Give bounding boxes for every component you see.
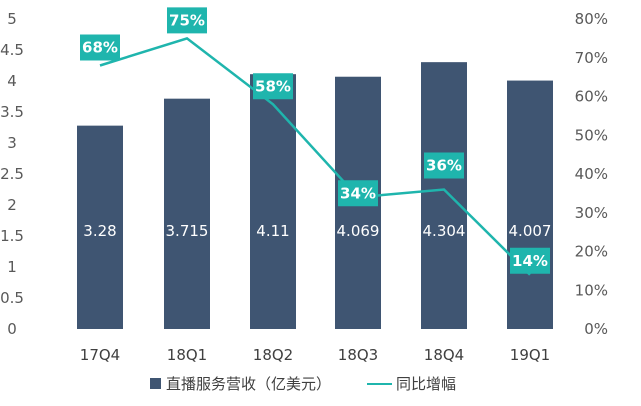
left-tick-label: 1.5 bbox=[0, 227, 24, 245]
right-tick-label: 10% bbox=[575, 281, 608, 299]
legend-bar-label: 直播服务营收（亿美元） bbox=[166, 375, 331, 393]
category-label: 18Q1 bbox=[167, 346, 207, 364]
line-value-label: 68% bbox=[82, 39, 118, 57]
legend-line-label: 同比增幅 bbox=[396, 375, 456, 393]
left-tick-label: 5 bbox=[7, 10, 17, 28]
bar-value-label: 4.069 bbox=[337, 222, 380, 240]
left-tick-label: 2.5 bbox=[0, 165, 24, 183]
line-label-box bbox=[253, 73, 293, 100]
line-value-label: 34% bbox=[340, 184, 376, 202]
left-axis: 0 0.5 1 1.5 2 2.5 3 3.5 4 4.5 5 bbox=[0, 10, 24, 338]
left-tick-label: 0.5 bbox=[0, 289, 24, 307]
line-label-box bbox=[424, 152, 464, 179]
left-tick-label: 4.5 bbox=[0, 41, 24, 59]
left-tick-label: 4 bbox=[7, 72, 17, 90]
left-tick-label: 1 bbox=[7, 258, 17, 276]
line-label-box bbox=[510, 247, 550, 274]
category-label: 18Q3 bbox=[338, 346, 378, 364]
category-axis: 17Q4 18Q1 18Q2 18Q3 18Q4 19Q1 bbox=[80, 346, 550, 364]
line-value-label: 75% bbox=[169, 11, 205, 29]
category-label: 17Q4 bbox=[80, 346, 120, 364]
legend-bar-swatch bbox=[150, 378, 161, 389]
bar-value-label: 4.11 bbox=[256, 222, 289, 240]
left-tick-label: 2 bbox=[7, 196, 17, 214]
line-label-box bbox=[167, 7, 207, 34]
bar-value-label: 3.28 bbox=[83, 222, 116, 240]
bar bbox=[250, 74, 296, 330]
line-label-box bbox=[338, 180, 378, 207]
bar bbox=[164, 98, 210, 329]
right-axis: 0% 10% 20% 30% 40% 50% 60% 70% 80% bbox=[575, 10, 608, 338]
line-series bbox=[99, 36, 531, 276]
legend: 直播服务营收（亿美元） 同比增幅 bbox=[150, 375, 456, 393]
category-label: 19Q1 bbox=[510, 346, 550, 364]
category-label: 18Q2 bbox=[253, 346, 293, 364]
bar-value-label: 4.304 bbox=[423, 222, 466, 240]
category-label: 18Q4 bbox=[424, 346, 464, 364]
line-data-labels: 68% 75% 58% 34% 36% 14% bbox=[80, 7, 550, 274]
bar-value-label: 4.007 bbox=[509, 222, 552, 240]
bar bbox=[421, 62, 467, 329]
right-tick-label: 70% bbox=[575, 49, 608, 67]
left-tick-label: 3.5 bbox=[0, 103, 24, 121]
left-tick-label: 3 bbox=[7, 134, 17, 152]
growth-line bbox=[99, 36, 531, 276]
right-tick-label: 80% bbox=[575, 10, 608, 28]
bar bbox=[507, 80, 553, 329]
line-value-label: 36% bbox=[426, 157, 462, 175]
line-label-box bbox=[80, 34, 120, 61]
bar-value-label: 3.715 bbox=[166, 222, 209, 240]
right-tick-label: 50% bbox=[575, 126, 608, 144]
line-value-label: 14% bbox=[512, 252, 548, 270]
right-tick-label: 40% bbox=[575, 165, 608, 183]
right-tick-label: 60% bbox=[575, 88, 608, 106]
left-tick-label: 0 bbox=[7, 320, 17, 338]
bar-series bbox=[77, 62, 553, 330]
bar bbox=[77, 125, 123, 329]
line-value-label: 58% bbox=[255, 77, 291, 95]
right-tick-label: 30% bbox=[575, 204, 608, 222]
right-tick-label: 20% bbox=[575, 243, 608, 261]
right-tick-label: 0% bbox=[584, 320, 608, 338]
bar-data-labels: 3.28 3.715 4.11 4.069 4.304 4.007 bbox=[83, 222, 551, 240]
